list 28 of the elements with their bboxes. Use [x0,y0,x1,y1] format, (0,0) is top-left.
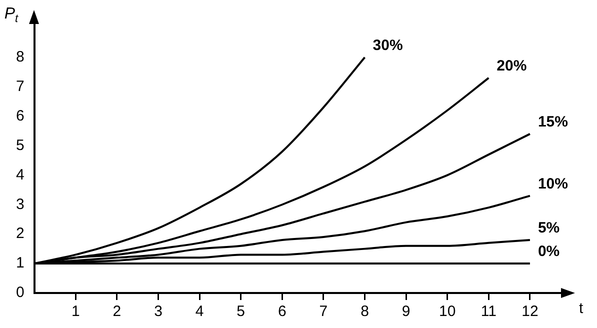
y-tick-label: 7 [16,78,24,95]
x-tick-label: 10 [439,303,456,320]
y-tick-label: 2 [16,225,24,242]
y-tick-label: 8 [16,48,24,66]
series-label: 10% [538,175,568,192]
x-tick-label: 4 [195,303,204,320]
y-tick-label: 0 [16,284,24,302]
x-tick-label: 11 [480,303,496,320]
series-label: 20% [496,58,527,75]
x-tick-label: 3 [154,303,162,320]
y-tick-label: 6 [16,107,24,124]
y-tick-label: 4 [16,166,24,184]
series-label: 15% [538,114,568,131]
x-tick-label: 7 [319,303,328,320]
series-label: 0% [538,243,560,260]
x-tick-label: 1 [71,303,80,320]
series-label: 5% [538,220,560,237]
x-axis-title: t [579,300,584,318]
y-tick-label: 1 [16,254,24,272]
x-tick-label: 9 [402,303,410,320]
x-tick-label: 8 [360,303,369,320]
x-tick-label: 6 [278,303,286,320]
y-tick-label: 5 [16,136,24,154]
x-tick-label: 5 [236,303,246,320]
series-label: 30% [372,36,403,54]
x-tick-label: 12 [522,303,538,320]
y-tick-label: 3 [16,196,24,213]
x-tick-label: 2 [112,303,122,320]
